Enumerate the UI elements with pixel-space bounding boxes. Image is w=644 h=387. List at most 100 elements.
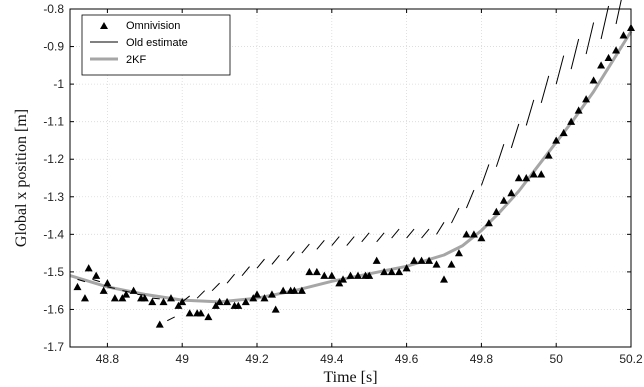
omnivision-point [346, 271, 355, 279]
x-tick-label: 50.2 [619, 352, 643, 366]
omnivision-point [312, 267, 321, 276]
omnivision-point [372, 256, 381, 264]
old-estimate-dash [77, 278, 86, 283]
omnivision-point [241, 297, 250, 306]
old-estimate-dash [376, 232, 385, 243]
old-estimate-dash [241, 266, 250, 276]
y-tick-label: -1.4 [43, 227, 64, 241]
omnivision-point [417, 256, 426, 264]
old-estimate-dash [316, 240, 325, 250]
omnivision-point [159, 297, 168, 306]
y-tick-label: -1.5 [43, 265, 64, 279]
old-estimate-dash [421, 228, 430, 239]
omnivision-point [335, 279, 344, 287]
omnivision-point [118, 294, 127, 302]
omnivision-point [387, 267, 396, 276]
y-tick-label: -1.7 [43, 340, 64, 354]
omnivision-point [305, 267, 314, 276]
omnivision-point [211, 301, 220, 309]
omnivision-point [140, 294, 149, 302]
omnivision-point [410, 256, 419, 264]
omnivision-point [425, 256, 434, 264]
y-tick-label: -1.1 [43, 115, 64, 129]
x-tick-label: 49.2 [245, 352, 269, 366]
y-tick-label: -1.3 [43, 190, 64, 204]
omnivision-point [253, 290, 261, 298]
omnivision-point [178, 297, 187, 306]
omnivision-point [537, 170, 546, 178]
omnivision-point [604, 53, 613, 62]
omnivision-point [279, 286, 288, 294]
x-tick-label: 49.6 [395, 352, 419, 366]
y-tick-label: -1.2 [43, 152, 64, 166]
omnivision-point [612, 46, 621, 54]
old-estimate-dash [92, 278, 101, 283]
omnivision-point [440, 275, 448, 283]
y-tick-label: -1 [53, 77, 64, 91]
omnivision-point [559, 128, 568, 137]
omnivision-point [567, 117, 576, 125]
y-tick-label: -1.6 [43, 302, 64, 316]
old-estimate-dash [436, 222, 445, 235]
old-estimate-dash [361, 232, 370, 243]
omnivision-point [507, 189, 516, 197]
series-2kf-line [69, 30, 633, 304]
omnivision-point [589, 76, 598, 84]
x-tick-label: 50 [550, 352, 564, 366]
old-estimate-dash [406, 228, 415, 239]
x-axis-label: Time [s] [323, 369, 377, 386]
omnivision-point [185, 309, 194, 317]
omnivision-point [196, 309, 205, 317]
old-estimate-dash [495, 144, 505, 167]
omnivision-point [582, 95, 591, 103]
old-estimate-dash [615, 0, 622, 25]
omnivision-point [462, 230, 471, 238]
y-tick-label: -0.9 [43, 40, 64, 54]
old-estimate-dash [331, 236, 340, 246]
old-estimate-dash [211, 282, 220, 292]
omnivision-point [155, 320, 164, 328]
old-estimate-dash [107, 286, 115, 289]
omnivision-point [469, 230, 478, 238]
omnivision-point [166, 294, 175, 302]
x-tick-label: 49.4 [320, 352, 344, 366]
omnivision-point [320, 271, 329, 279]
omnivision-point [544, 151, 553, 159]
omnivision-point [529, 170, 538, 178]
omnivision-point [353, 271, 362, 279]
omnivision-point [454, 249, 463, 257]
old-estimate-dash [570, 38, 580, 70]
old-estimate-dash [226, 273, 235, 284]
old-estimate-dash [585, 22, 595, 55]
omnivision-point [260, 294, 269, 302]
old-estimate-dash [256, 258, 265, 269]
old-estimate-dash [196, 290, 205, 299]
y-tick-label: -0.8 [43, 2, 64, 16]
omnivision-point [249, 294, 258, 302]
x-tick-label: 49.8 [470, 352, 494, 366]
omnivision-point [395, 267, 404, 276]
omnivision-point [327, 271, 336, 279]
old-estimate-dash [167, 316, 175, 322]
omnivision-point [223, 297, 232, 306]
old-estimate-dash [525, 99, 535, 126]
omnivision-point [267, 290, 276, 298]
omnivision-point [492, 207, 501, 215]
omnivision-point [80, 294, 89, 302]
old-estimate-dash [451, 207, 460, 224]
old-estimate-dash [600, 5, 610, 40]
legend-label: Old estimate [126, 37, 188, 49]
legend-label: Omnivision [126, 20, 180, 32]
omnivision-point [574, 106, 583, 114]
omnivision-point [297, 286, 306, 294]
omnivision-point [103, 279, 112, 287]
legend-box [81, 14, 231, 76]
x-tick-label: 48.8 [96, 352, 120, 366]
old-estimate-dash [271, 255, 280, 265]
omnivision-point [110, 294, 119, 302]
axes-frame [69, 8, 632, 348]
omnivision-point [129, 286, 138, 294]
old-estimate-dash [152, 297, 160, 300]
old-estimate-dash [555, 55, 565, 85]
omnivision-point [514, 174, 523, 182]
